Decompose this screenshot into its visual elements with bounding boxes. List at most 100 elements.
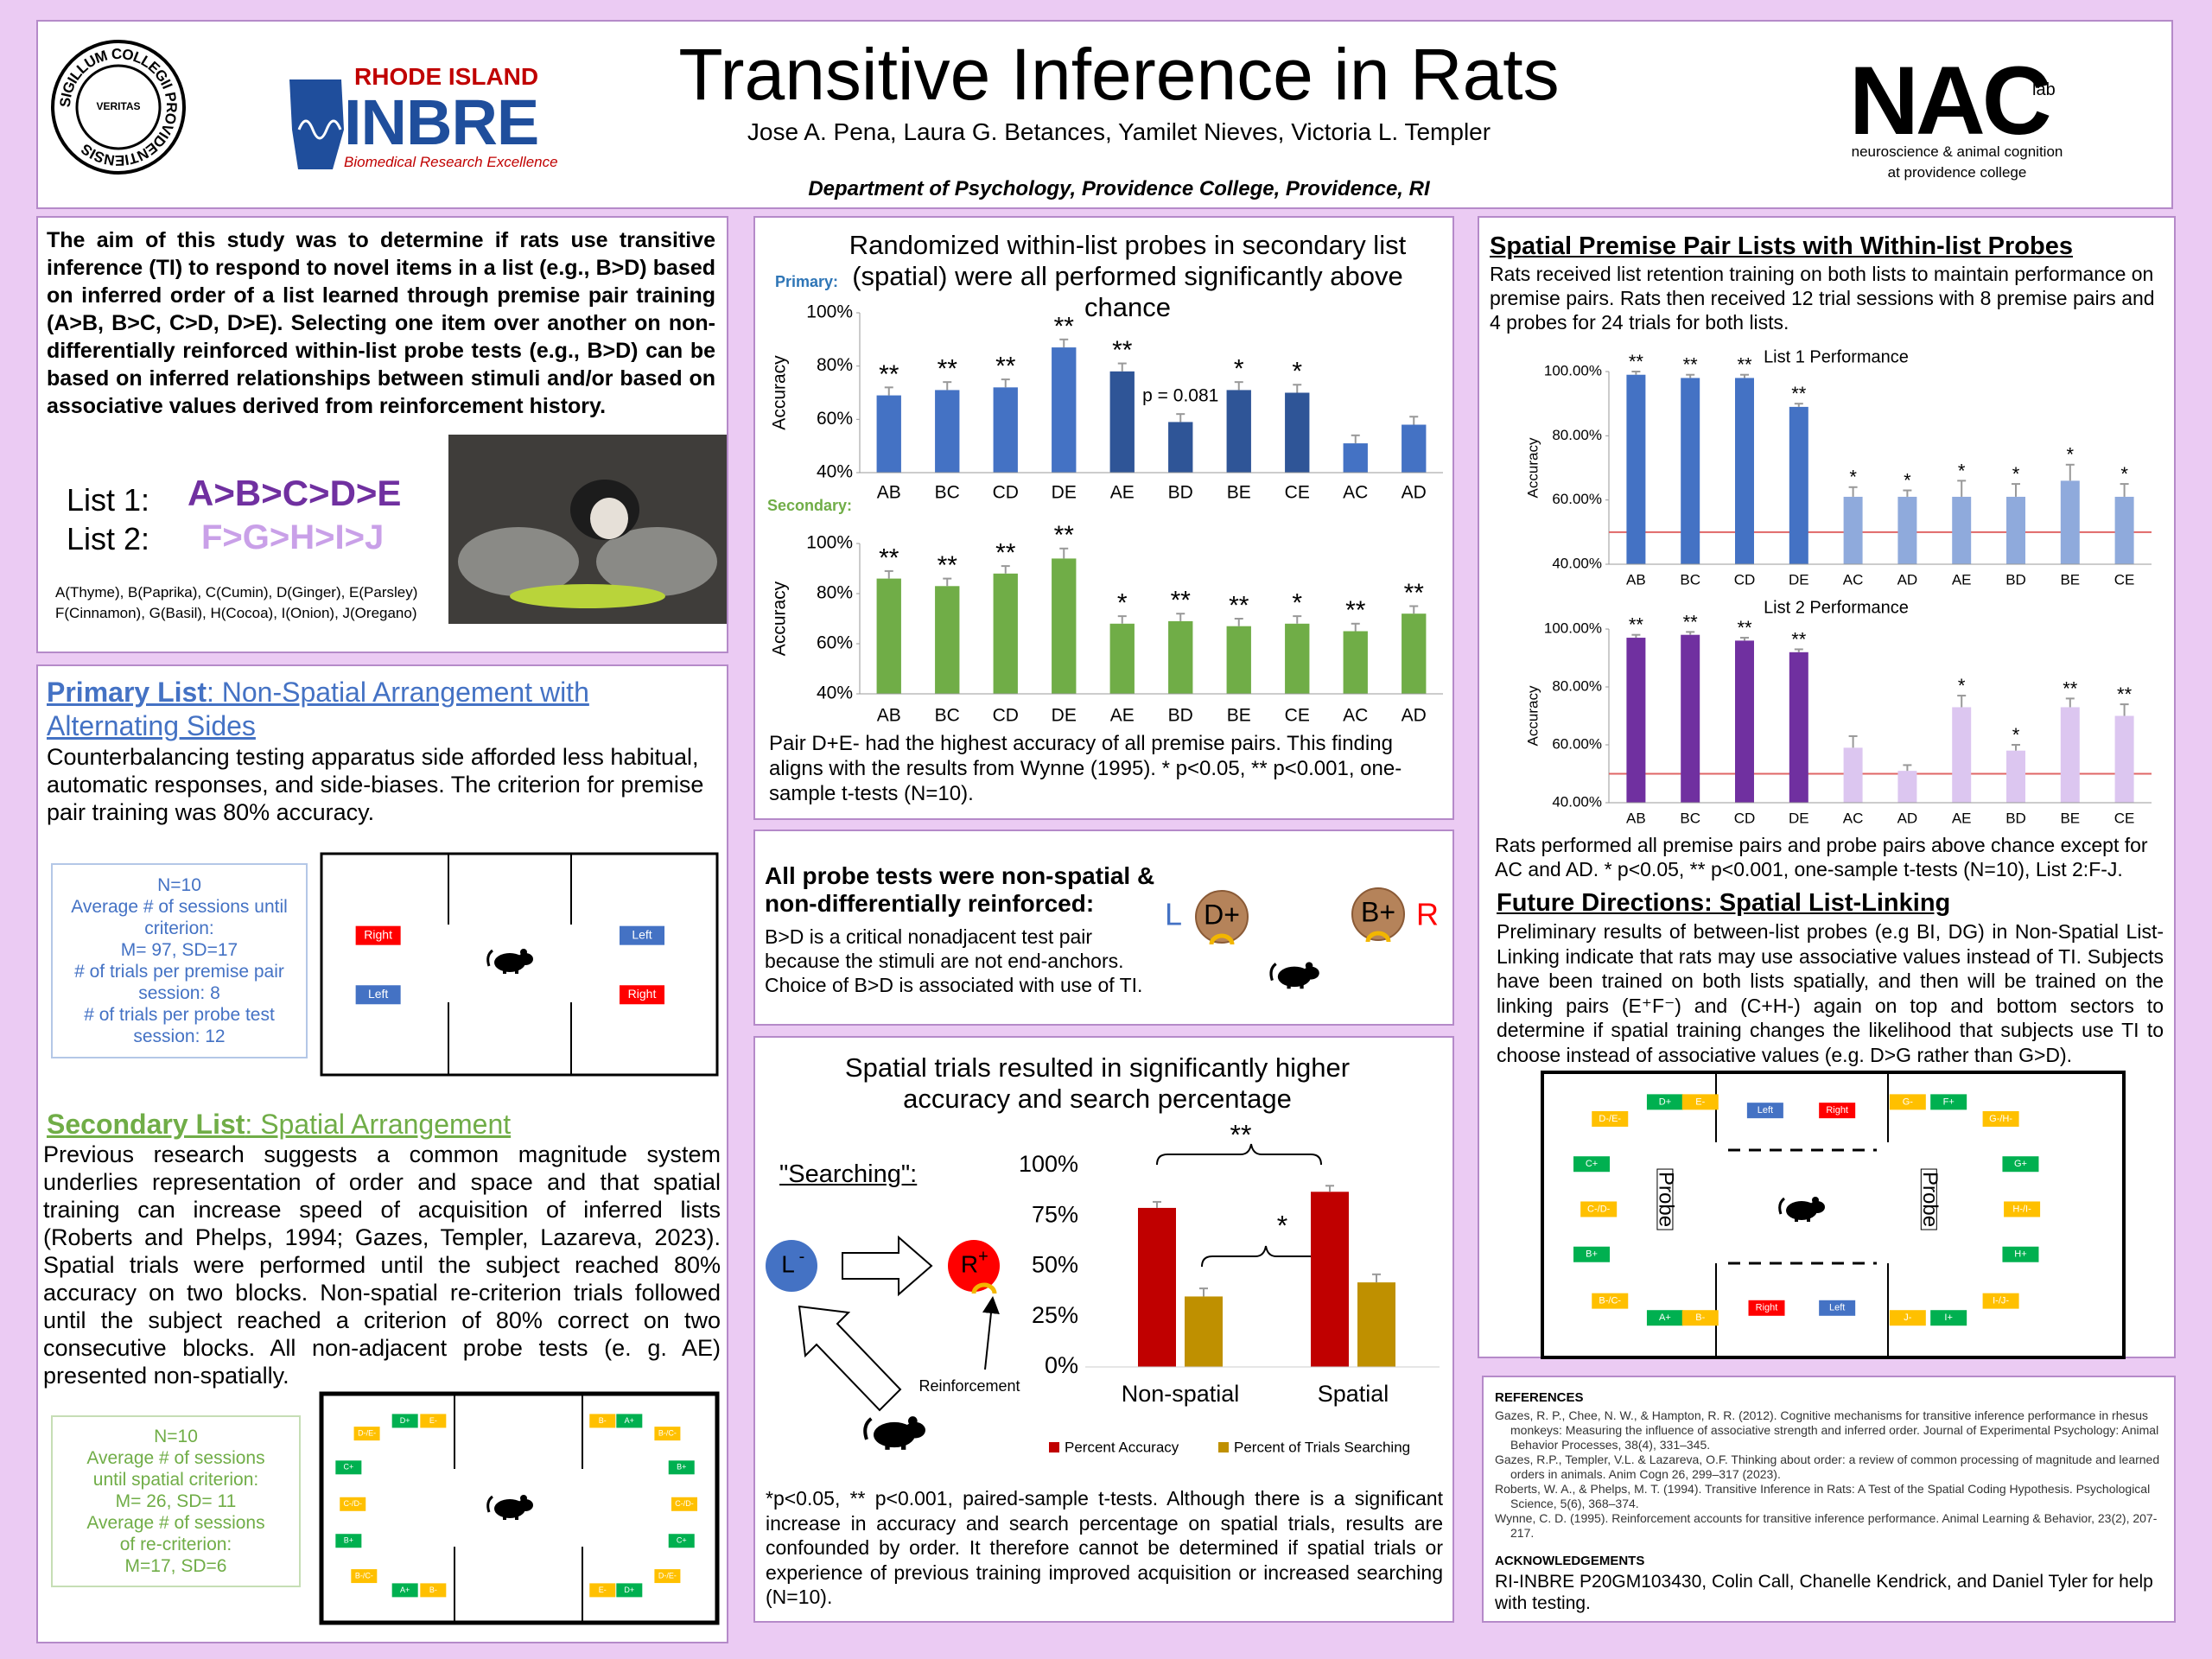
chip-label: C-/D- xyxy=(344,1499,363,1508)
significance: * xyxy=(2067,444,2075,466)
x-tick-label: CE xyxy=(2114,571,2135,588)
bar xyxy=(1735,640,1754,803)
significance: ** xyxy=(1345,596,1366,625)
y-tick-label: 50% xyxy=(1032,1252,1078,1278)
bar xyxy=(1226,626,1251,694)
y-tick-label: 75% xyxy=(1032,1201,1078,1227)
bar xyxy=(993,387,1018,473)
cup-label: B+ xyxy=(1361,896,1395,927)
label-chip xyxy=(335,1460,362,1475)
chip-label: B- xyxy=(429,1586,437,1594)
chip-label: F+ xyxy=(1943,1096,1955,1107)
chip-label: G-/H- xyxy=(1989,1114,2012,1124)
significance: ** xyxy=(1230,1119,1252,1150)
chip-label: B+ xyxy=(1586,1249,1598,1260)
x-tick-label: BD xyxy=(1168,706,1193,726)
chip-label: H-/I- xyxy=(2012,1204,2031,1214)
photo-green xyxy=(510,584,665,608)
probe-heading: All probe tests were non-spatial & non-d… xyxy=(765,862,1155,917)
bar xyxy=(1626,638,1646,803)
bar xyxy=(1357,1282,1395,1367)
x-tick-label: AE xyxy=(1110,706,1135,726)
significance: * xyxy=(1117,589,1128,618)
chip-label: C+ xyxy=(1586,1159,1598,1169)
significance: * xyxy=(1234,355,1244,384)
rat-icon xyxy=(1269,960,1321,990)
photo-rat-chest xyxy=(590,498,628,539)
probe-chart-panel xyxy=(753,216,1454,820)
chip-label: E- xyxy=(599,1586,607,1594)
bar xyxy=(1843,496,1863,564)
chip-label: H+ xyxy=(2014,1249,2026,1260)
reinforcement-arrow xyxy=(982,1296,1000,1370)
significance: ** xyxy=(938,355,958,384)
chip-label: C-/D- xyxy=(675,1499,694,1508)
side-label: R xyxy=(1416,897,1439,932)
ref-heading: ACKNOWLEDGEMENTS xyxy=(1495,1554,1645,1568)
y-tick-label: 40.00% xyxy=(1552,793,1602,810)
chip-label: B- xyxy=(599,1416,607,1425)
item-key: F(Cinnamon), G(Basil), H(Cocoa), I(Onion… xyxy=(55,605,417,621)
bar xyxy=(1052,558,1077,694)
label-chip xyxy=(620,985,665,1005)
significance: ** xyxy=(1791,383,1807,404)
x-tick-label: BC xyxy=(935,706,960,726)
authors: Jose A. Pena, Laura G. Betances, Yamilet… xyxy=(747,118,1491,145)
chip-label: B- xyxy=(1695,1313,1705,1323)
significance: * xyxy=(1292,589,1302,618)
significance: ** xyxy=(2063,677,2078,699)
list-label: List 2: xyxy=(67,521,150,556)
x-tick-label: Non-spatial xyxy=(1122,1381,1240,1407)
section-body: Rats received list retention training on… xyxy=(1490,263,2155,334)
inbre-map xyxy=(289,79,344,169)
x-tick-label: BE xyxy=(1227,706,1251,726)
y-tick-label: 100% xyxy=(806,302,853,322)
apparatus xyxy=(319,1391,720,1625)
section-heading: Secondary List: Spatial Arrangement xyxy=(47,1108,652,1141)
bar xyxy=(1285,392,1310,473)
label-chip xyxy=(351,1569,378,1584)
list-label: List 1: xyxy=(67,482,150,518)
significance: ** xyxy=(2117,683,2133,705)
chip-label: B-/C- xyxy=(1599,1296,1621,1306)
bar xyxy=(2006,496,2025,564)
section-heading: Spatial Premise Pair Lists with Within-l… xyxy=(1490,232,2073,260)
probe-tests-panel xyxy=(753,830,1454,1026)
significance: * xyxy=(2120,463,2128,485)
x-tick-label: BE xyxy=(2060,810,2080,826)
label-chip xyxy=(1580,1201,1618,1217)
reference: Gazes, R. P., Chee, N. W., & Hampton, R.… xyxy=(1495,1408,2159,1452)
significance: * xyxy=(1849,467,1857,488)
stats-line: of re-criterion: xyxy=(119,1535,232,1554)
significance: ** xyxy=(1737,354,1752,376)
panel-title: Randomized within-list probes in seconda… xyxy=(849,230,1407,322)
bar xyxy=(2114,496,2134,564)
label-chip xyxy=(1746,1103,1783,1119)
significance: ** xyxy=(1054,312,1075,340)
stats-line: Average # of sessions until criterion: xyxy=(71,897,288,938)
nac-name: NAC xyxy=(1849,47,2052,155)
label-chip xyxy=(1748,1300,1785,1316)
label-chip xyxy=(1681,1094,1719,1110)
y-tick-label: 60% xyxy=(817,409,853,429)
bar xyxy=(1285,623,1310,694)
significance: * xyxy=(1277,1210,1287,1241)
significance: ** xyxy=(879,543,899,572)
label-chip xyxy=(589,1583,616,1598)
caption: Rats performed all premise pairs and pro… xyxy=(1495,834,2148,880)
x-tick-label: CE xyxy=(1285,706,1310,726)
chip-label: C-/D- xyxy=(1587,1204,1611,1214)
chip-label: Left xyxy=(368,987,388,1001)
y-tick-label: 60% xyxy=(817,633,853,653)
significance: ** xyxy=(1171,587,1192,615)
y-tick-label: 80% xyxy=(817,583,853,603)
nac-line: at providence college xyxy=(1887,164,2027,181)
bar xyxy=(1109,371,1135,473)
chart-title: List 1 Performance xyxy=(1764,347,1909,366)
chip-label: Left xyxy=(632,927,652,941)
x-tick-label: CD xyxy=(993,706,1019,726)
chip-label: Right xyxy=(364,927,392,941)
label-chip xyxy=(391,1583,418,1598)
chip-label: D-/E- xyxy=(658,1571,677,1580)
